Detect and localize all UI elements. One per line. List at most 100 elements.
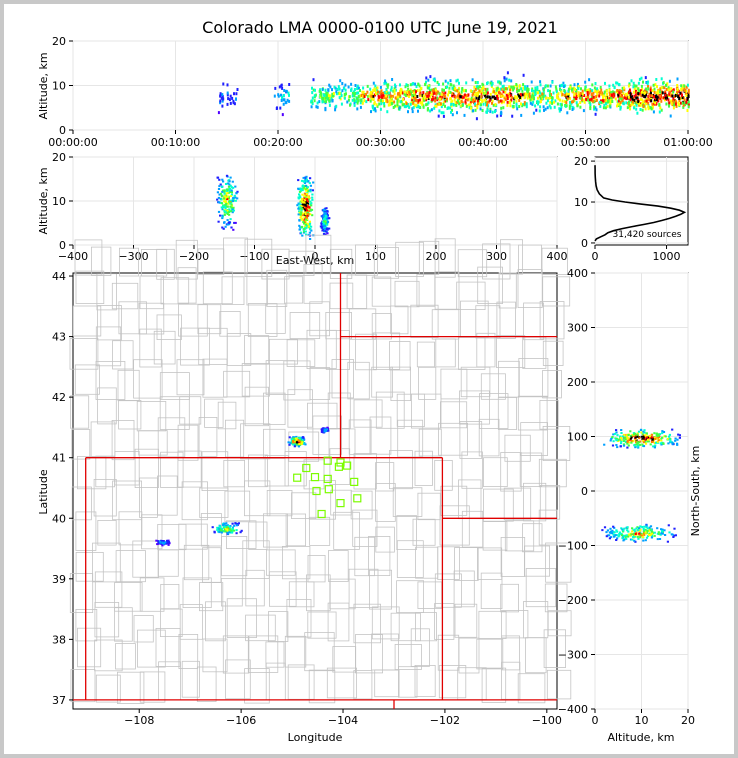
source-point (677, 433, 680, 436)
source-point (324, 209, 327, 212)
source-point (603, 443, 606, 446)
source-point (226, 528, 229, 531)
source-point (415, 99, 418, 103)
county-boundary (284, 635, 307, 668)
source-point (518, 99, 521, 102)
source-point (659, 442, 662, 445)
source-point (630, 436, 633, 439)
source-point (656, 437, 659, 439)
source-point (556, 93, 559, 97)
source-point (361, 90, 364, 94)
source-point (563, 100, 566, 104)
source-point (502, 106, 505, 110)
source-point (306, 215, 309, 217)
source-point (360, 99, 363, 103)
source-point (594, 89, 597, 93)
source-point (436, 80, 439, 84)
source-point (305, 209, 309, 212)
source-point (321, 96, 324, 100)
source-point (218, 531, 221, 534)
source-point (329, 85, 332, 89)
source-point (328, 83, 331, 87)
source-point (676, 442, 679, 445)
source-point (230, 531, 233, 534)
source-point (520, 94, 523, 98)
source-point (414, 97, 417, 100)
source-point (459, 100, 462, 104)
source-point (385, 87, 388, 91)
source-point (309, 238, 312, 240)
source-point (312, 181, 315, 184)
y-tick-label: 200 (567, 376, 588, 389)
county-boundary (75, 270, 105, 305)
source-point (540, 96, 543, 100)
source-point (601, 93, 604, 97)
source-point (230, 210, 233, 213)
source-point (640, 532, 643, 535)
county-boundary (501, 610, 529, 639)
county-boundary (245, 614, 276, 642)
source-point (632, 536, 635, 538)
source-point (324, 214, 327, 217)
source-point (613, 535, 616, 538)
source-point (615, 429, 618, 432)
source-point (229, 176, 232, 179)
county-boundary (478, 610, 507, 639)
county-boundary (177, 424, 199, 461)
source-point (430, 108, 433, 112)
county-boundary (375, 483, 396, 522)
county-boundary (265, 360, 296, 395)
source-point (422, 104, 425, 108)
source-point (274, 86, 277, 90)
source-point (355, 91, 358, 95)
source-point (411, 96, 414, 100)
source-point (461, 101, 464, 105)
source-point (482, 91, 485, 95)
source-point (305, 178, 308, 181)
source-point (642, 539, 645, 542)
source-point (376, 104, 379, 108)
source-point (676, 84, 679, 87)
source-point (295, 435, 298, 438)
source-point (500, 87, 503, 91)
source-point (224, 198, 227, 201)
source-point (650, 530, 653, 533)
source-point (290, 442, 294, 445)
county-boundary (504, 520, 535, 552)
source-point (522, 73, 525, 77)
source-point (333, 85, 336, 89)
source-point (641, 108, 644, 112)
source-point (304, 199, 307, 202)
time-altitude-sources (217, 71, 690, 121)
source-point (672, 536, 675, 538)
source-point (569, 100, 571, 104)
source-point (656, 441, 659, 443)
county-boundary (306, 329, 337, 369)
source-point (456, 99, 459, 103)
source-point (508, 78, 511, 82)
source-point (224, 225, 227, 228)
county-boundary (352, 509, 378, 547)
source-point (273, 94, 276, 98)
county-boundary (438, 422, 469, 456)
source-point (674, 99, 677, 103)
source-point (646, 529, 649, 532)
source-point (340, 94, 343, 98)
source-point (615, 529, 618, 532)
source-point (222, 205, 225, 208)
source-point (231, 96, 234, 100)
source-point (685, 94, 688, 97)
county-boundary (225, 659, 251, 700)
county-boundary (177, 267, 197, 304)
source-point (344, 92, 346, 96)
x-tick-label: 01:00:00 (663, 136, 712, 149)
county-boundary (69, 573, 94, 613)
source-point (656, 538, 659, 541)
county-boundary (117, 671, 145, 704)
source-point (432, 88, 435, 92)
source-point (645, 437, 648, 440)
source-point (388, 101, 391, 104)
source-point (227, 182, 230, 185)
source-point (660, 99, 663, 103)
